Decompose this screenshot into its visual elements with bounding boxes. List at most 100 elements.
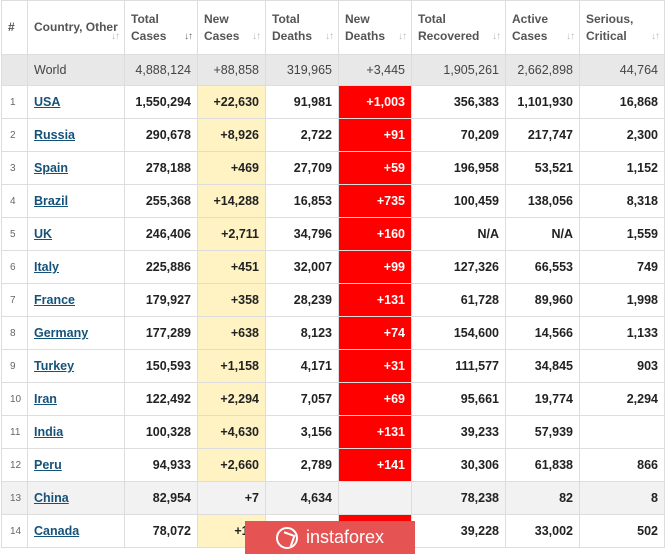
total-cases-cell: 82,954 — [124, 481, 198, 515]
total-cases-cell: 255,368 — [124, 184, 198, 218]
country-cell: Iran — [27, 382, 125, 416]
column-header-label: Total Cases — [131, 11, 167, 43]
active-cases-cell: N/A — [505, 217, 580, 251]
total-recovered-cell: 95,661 — [411, 382, 506, 416]
country-cell: Spain — [27, 151, 125, 185]
row-number: 12 — [1, 448, 28, 482]
row-number: 6 — [1, 250, 28, 284]
sort-arrows-icon[interactable]: ↓↑ — [398, 31, 407, 42]
serious-cell: 8 — [579, 481, 665, 515]
country-cell: USA — [27, 85, 125, 119]
column-header-1[interactable]: Country, Other ↓↑ — [27, 0, 125, 55]
country-cell: India — [27, 415, 125, 449]
table-row: 1 USA 1,550,294 +22,630 91,981 +1,003 356,383 1… — [1, 85, 665, 119]
row-number: 4 — [1, 184, 28, 218]
sort-arrows-icon[interactable]: ↓↑ — [252, 31, 261, 42]
country-link[interactable]: Spain — [34, 161, 69, 175]
country-link[interactable]: Iran — [34, 392, 57, 406]
table-row: 4 Brazil 255,368 +14,288 16,853 +735 100,459 13… — [1, 184, 665, 218]
active-cases-cell: 57,939 — [505, 415, 580, 449]
table-row: 5 UK 246,406 +2,711 34,796 +160 N/A N/A 1,559 — [1, 217, 665, 251]
new-cases-cell: +638 — [197, 316, 266, 350]
total-deaths-cell: 91,981 — [265, 85, 339, 119]
row-number: 8 — [1, 316, 28, 350]
world-serious-critical: 44,764 — [579, 54, 665, 86]
country-link[interactable]: Russia — [34, 128, 75, 142]
total-cases-cell: 150,593 — [124, 349, 198, 383]
total-recovered-cell: 196,958 — [411, 151, 506, 185]
serious-cell: 866 — [579, 448, 665, 482]
total-recovered-cell: 127,326 — [411, 250, 506, 284]
country-link[interactable]: Germany — [34, 326, 89, 340]
new-cases-cell: +469 — [197, 151, 266, 185]
new-cases-cell: +2,660 — [197, 448, 266, 482]
column-header-4[interactable]: Total Deaths ↓↑ — [265, 0, 339, 55]
table-row: 11 India 100,328 +4,630 3,156 +131 39,233 57,93… — [1, 415, 665, 449]
world-row: World 4,888,124 +88,858 319,965 +3,445 1… — [1, 54, 665, 86]
row-number: 3 — [1, 151, 28, 185]
new-deaths-cell: +1,003 — [338, 85, 412, 119]
sort-arrows-icon[interactable]: ↓↑ — [184, 31, 193, 42]
column-header-0[interactable]: # — [1, 0, 28, 55]
sort-arrows-icon[interactable]: ↓↑ — [566, 31, 575, 42]
sort-arrows-icon[interactable]: ↓↑ — [325, 31, 334, 42]
row-number: 14 — [1, 514, 28, 548]
active-cases-cell: 89,960 — [505, 283, 580, 317]
country-link[interactable]: UK — [34, 227, 53, 241]
active-cases-cell: 34,845 — [505, 349, 580, 383]
country-cell: Germany — [27, 316, 125, 350]
active-cases-cell: 82 — [505, 481, 580, 515]
total-cases-cell: 1,550,294 — [124, 85, 198, 119]
column-header-label: # — [8, 20, 15, 34]
country-link[interactable]: Italy — [34, 260, 60, 274]
column-header-8[interactable]: Serious, Critical ↓↑ — [579, 0, 665, 55]
new-cases-cell: +451 — [197, 250, 266, 284]
country-link[interactable]: USA — [34, 95, 61, 109]
column-header-label: New Deaths — [345, 11, 386, 43]
new-deaths-cell: +91 — [338, 118, 412, 152]
column-header-7[interactable]: Active Cases ↓↑ — [505, 0, 580, 55]
new-cases-cell: +7 — [197, 481, 266, 515]
serious-cell — [579, 415, 665, 449]
country-link[interactable]: Brazil — [34, 194, 69, 208]
serious-cell: 2,300 — [579, 118, 665, 152]
total-cases-cell: 78,072 — [124, 514, 198, 548]
column-header-3[interactable]: New Cases ↓↑ — [197, 0, 266, 55]
country-cell: China — [27, 481, 125, 515]
column-header-label: New Cases — [204, 11, 240, 43]
total-cases-cell: 100,328 — [124, 415, 198, 449]
column-header-2[interactable]: Total Cases ↓↑ — [124, 0, 198, 55]
country-link[interactable]: Turkey — [34, 359, 75, 373]
active-cases-cell: 14,566 — [505, 316, 580, 350]
country-link[interactable]: Canada — [34, 524, 80, 538]
serious-cell: 1,133 — [579, 316, 665, 350]
total-recovered-cell: 356,383 — [411, 85, 506, 119]
total-deaths-cell: 16,853 — [265, 184, 339, 218]
country-cell: Peru — [27, 448, 125, 482]
total-recovered-cell: 111,577 — [411, 349, 506, 383]
new-cases-cell: +2,294 — [197, 382, 266, 416]
column-header-label: Country, Other — [34, 20, 118, 34]
instaforex-watermark: instaforex — [245, 521, 415, 554]
country-cell: Canada — [27, 514, 125, 548]
world-num — [1, 54, 28, 86]
country-link[interactable]: India — [34, 425, 64, 439]
column-header-label: Total Deaths — [272, 11, 313, 43]
country-link[interactable]: France — [34, 293, 75, 307]
column-header-label: Serious, Critical — [586, 11, 634, 43]
country-link[interactable]: China — [34, 491, 69, 505]
column-header-5[interactable]: New Deaths ↓↑ — [338, 0, 412, 55]
country-cell: Italy — [27, 250, 125, 284]
total-deaths-cell: 2,722 — [265, 118, 339, 152]
column-header-6[interactable]: Total Recovered ↓↑ — [411, 0, 506, 55]
country-link[interactable]: Peru — [34, 458, 62, 472]
sort-arrows-icon[interactable]: ↓↑ — [492, 31, 501, 42]
new-deaths-cell: +74 — [338, 316, 412, 350]
row-number: 10 — [1, 382, 28, 416]
new-deaths-cell — [338, 481, 412, 515]
total-recovered-cell: 61,728 — [411, 283, 506, 317]
sort-arrows-icon[interactable]: ↓↑ — [111, 31, 120, 42]
sort-arrows-icon[interactable]: ↓↑ — [651, 31, 660, 42]
